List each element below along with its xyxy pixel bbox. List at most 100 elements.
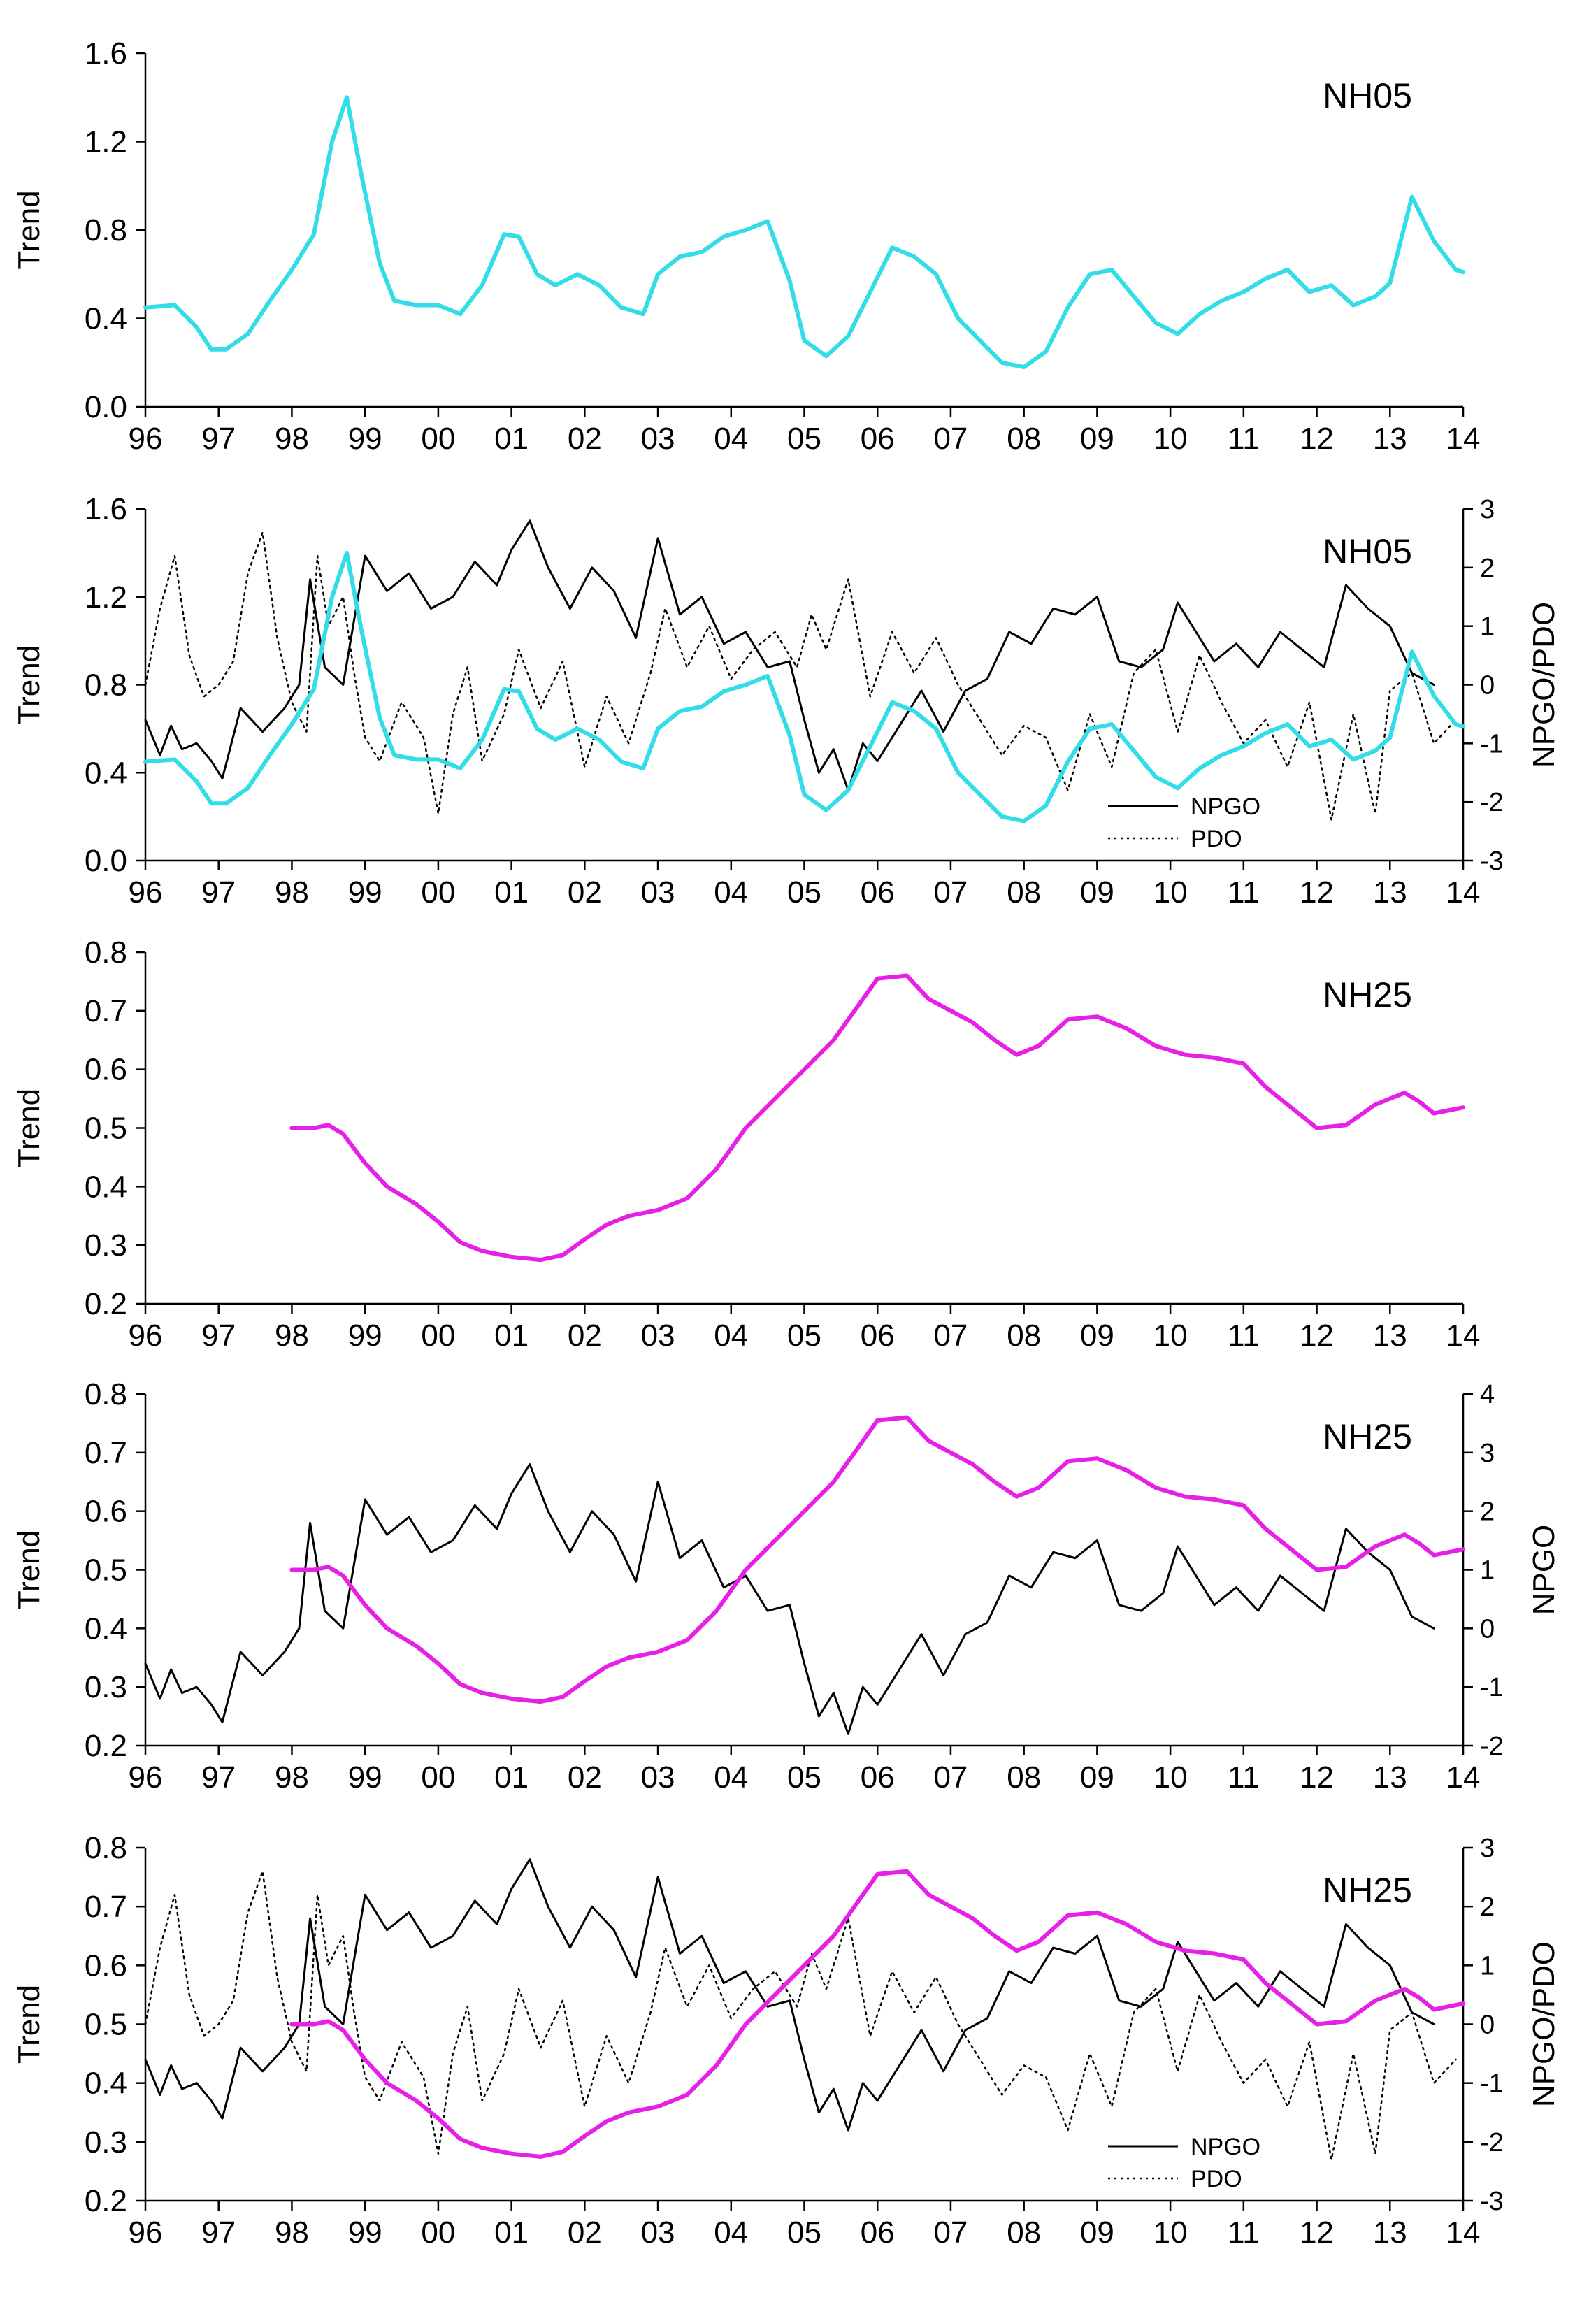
x-tick-label: 13 <box>1373 1760 1407 1795</box>
y-tick-label: 0.7 <box>85 994 127 1028</box>
y-tick-label: 0.8 <box>85 668 127 703</box>
y-tick-label: 0.7 <box>85 1436 127 1470</box>
x-tick-label: 06 <box>861 1760 895 1795</box>
x-tick-label: 06 <box>861 875 895 910</box>
series-line-pdo <box>144 531 1457 821</box>
y2-tick-label: -1 <box>1480 1673 1504 1702</box>
y2-axis-title: NPGO/PDO <box>1527 1941 1561 2107</box>
x-tick-label: 14 <box>1446 2215 1481 2250</box>
x-tick-label: 04 <box>714 875 748 910</box>
chart-panel-1: 96 97 98 99 00 01 02 03 04 05 06 07 08 09 10 11 12 13 14 0.… <box>12 36 1480 456</box>
x-tick-label: 09 <box>1080 422 1114 456</box>
x-tick-label: 00 <box>421 422 455 456</box>
y-tick-label: 0.3 <box>85 1228 127 1263</box>
x-tick-label: 02 <box>568 1760 602 1795</box>
x-tick-label: 98 <box>275 875 309 910</box>
x-tick-label: 98 <box>275 422 309 456</box>
y-tick-label: 0.8 <box>85 213 127 247</box>
chart-panel-2: 96 97 98 99 00 01 02 03 04 05 06 07 08 09 10 11 12 13 140.… <box>12 492 1561 910</box>
x-tick-label: 11 <box>1228 1760 1260 1795</box>
x-tick-label: 10 <box>1153 875 1188 910</box>
x-tick-label: 01 <box>494 875 529 910</box>
x-tick-label: 97 <box>201 1318 236 1353</box>
x-tick-label: 99 <box>348 1318 382 1353</box>
x-tick-label: 01 <box>494 422 529 456</box>
x-tick-label: 07 <box>933 1318 968 1353</box>
chart-panel-4: 96 97 98 99 00 01 02 03 04 05 06 07 08 09 10 11 12 13 140.… <box>12 1377 1561 1795</box>
x-tick-label: 03 <box>641 1760 675 1795</box>
x-tick-label: 97 <box>201 422 236 456</box>
panel-label: NH25 <box>1323 975 1412 1014</box>
y2-tick-label: -1 <box>1480 2069 1504 2099</box>
series-line-pdo <box>144 1870 1457 2161</box>
y-axis-title: Trend <box>12 1985 46 2064</box>
x-tick-label: 08 <box>1007 1318 1041 1353</box>
y-tick-label: 0.4 <box>85 756 127 790</box>
x-tick-label: 13 <box>1373 875 1407 910</box>
x-tick-label: 05 <box>787 422 821 456</box>
y-tick-label: 0.2 <box>85 1287 127 1321</box>
x-tick-label: 11 <box>1228 2215 1260 2250</box>
y-tick-label: 1.6 <box>85 36 127 71</box>
series-line-nh25-trend <box>289 1869 1465 2159</box>
panel-label: NH05 <box>1323 76 1412 115</box>
x-tick-label: 14 <box>1446 875 1481 910</box>
series-line-npgo <box>144 1858 1435 2132</box>
x-tick-label: 10 <box>1153 2215 1188 2250</box>
x-tick-label: 07 <box>933 875 968 910</box>
y-tick-label: 0.4 <box>85 302 127 336</box>
y2-tick-label: -2 <box>1480 788 1504 817</box>
chart-panel-5: 96 97 98 99 00 01 02 03 04 05 06 07 08 09 10 11 12 13 140.… <box>12 1831 1561 2250</box>
y-axis-title: Trend <box>12 1530 46 1609</box>
x-tick-label: 98 <box>275 2215 309 2250</box>
y2-tick-label: 0 <box>1480 671 1495 700</box>
x-tick-label: 03 <box>641 875 675 910</box>
x-tick-label: 10 <box>1153 1318 1188 1353</box>
x-tick-label: 97 <box>201 2215 236 2250</box>
x-tick-label: 05 <box>787 2215 821 2250</box>
y2-tick-label: 3 <box>1480 1834 1495 1863</box>
x-tick-label: 00 <box>421 875 455 910</box>
x-tick-label: 01 <box>494 2215 529 2250</box>
x-tick-label: 00 <box>421 1318 455 1353</box>
y-tick-label: 0.5 <box>85 1112 127 1146</box>
y2-tick-label: 2 <box>1480 1892 1495 1922</box>
y2-axis-title: NPGO <box>1527 1525 1561 1616</box>
y-tick-label: 0.7 <box>85 1890 127 1924</box>
x-tick-label: 12 <box>1300 875 1334 910</box>
series-line-nh25-trend <box>289 973 1465 1263</box>
legend-label-npgo: NPGO <box>1191 793 1260 820</box>
x-tick-label: 06 <box>861 422 895 456</box>
x-tick-label: 08 <box>1007 2215 1041 2250</box>
y2-tick-label: 0 <box>1480 2011 1495 2040</box>
y-axis-title: Trend <box>12 645 46 724</box>
x-tick-label: 02 <box>568 2215 602 2250</box>
x-tick-label: 12 <box>1300 2215 1334 2250</box>
y2-tick-label: 1 <box>1480 1951 1495 1981</box>
y-axis-title: Trend <box>12 1088 46 1167</box>
y-tick-label: 0.8 <box>85 1831 127 1865</box>
x-tick-label: 10 <box>1153 1760 1188 1795</box>
panel-label: NH05 <box>1323 532 1412 571</box>
y-tick-label: 0.4 <box>85 2067 127 2101</box>
x-tick-label: 13 <box>1373 2215 1407 2250</box>
y2-tick-label: -3 <box>1480 847 1504 876</box>
y-tick-label: 0.0 <box>85 390 127 424</box>
y2-axis-title: NPGO/PDO <box>1527 602 1561 768</box>
series-line-nh25-trend <box>289 1415 1465 1704</box>
y-tick-label: 0.4 <box>85 1611 127 1646</box>
x-tick-label: 12 <box>1300 1318 1334 1353</box>
x-tick-label: 13 <box>1373 422 1407 456</box>
x-tick-label: 07 <box>933 2215 968 2250</box>
x-tick-label: 04 <box>714 422 748 456</box>
y-tick-label: 0.2 <box>85 1729 127 1763</box>
y2-tick-label: 2 <box>1480 1497 1495 1527</box>
y-tick-label: 0.6 <box>85 1053 127 1087</box>
x-tick-label: 14 <box>1446 422 1481 456</box>
x-tick-label: 99 <box>348 1760 382 1795</box>
x-tick-label: 97 <box>201 1760 236 1795</box>
x-tick-label: 96 <box>129 422 163 456</box>
series-line-npgo <box>144 1463 1435 1735</box>
x-tick-label: 04 <box>714 1760 748 1795</box>
x-tick-label: 12 <box>1300 422 1334 456</box>
